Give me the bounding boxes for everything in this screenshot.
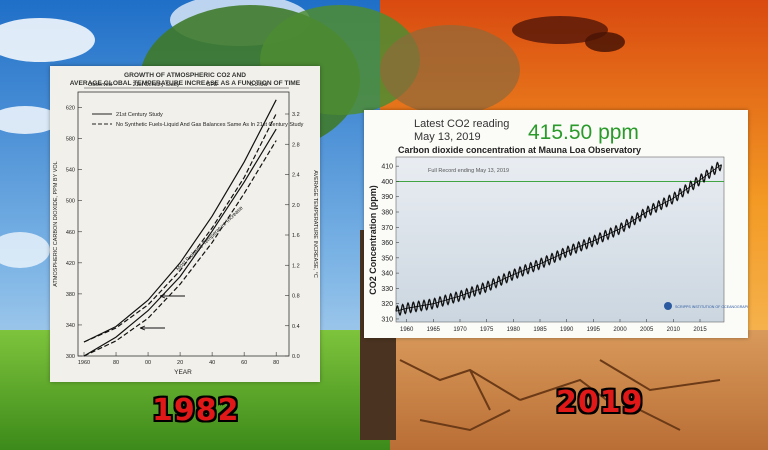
chart-1982-annotation: Most Probable Temperature Increase [175, 205, 244, 272]
chart-1982-y2-tick-label: 2.4 [292, 173, 300, 179]
chart-1982-y-tick-label: 340 [66, 323, 75, 329]
chart-2019-x-tick-label: 1980 [507, 327, 521, 333]
scripps-logo-text: SCRIPPS INSTITUTION OF OCEANOGRAPHY [675, 305, 748, 309]
chart-2019-x-tick-label: 1970 [453, 327, 467, 333]
chart-1982-y2-tick-label: 0.0 [292, 354, 300, 360]
chart-1982-period-label: 21st Century Study [133, 82, 180, 88]
chart-1982-y2-tick-label: 2.8 [292, 142, 300, 148]
chart-2019-y-tick-label: 380 [381, 210, 393, 217]
chart-2019-y-tick-label: 360 [381, 240, 393, 247]
chart-1982-x-tick-label: 00 [145, 360, 151, 366]
chart-1982-arrow [139, 325, 165, 331]
chart-1982-panel: GROWTH OF ATMOSPHERIC CO2 AND AVERAGE GLO… [50, 66, 320, 382]
chart-1982-y2-tick-label: 0.4 [292, 324, 300, 330]
chart-2019-x-tick-label: 1990 [560, 327, 574, 333]
chart-2019-series [395, 161, 722, 317]
chart-2019-x-tick-label: 1965 [427, 327, 441, 333]
chart-1982-title-line2: AVERAGE GLOBAL TEMPERATURE INCREASE AS A… [70, 80, 301, 87]
chart-2019-header: Latest CO2 reading [414, 118, 509, 130]
chart-1982-plot-frame [77, 91, 290, 357]
chart-1982-co2-line [83, 113, 277, 343]
chart-2019-title: Carbon dioxide concentration at Mauna Lo… [398, 145, 641, 155]
chart-1982-y-tick-label: 460 [66, 230, 75, 236]
chart-2019-x-tick-label: 1960 [400, 327, 414, 333]
chart-1982-y-ticks: 300 340 380 420 460 500 540 580 620 [66, 106, 82, 360]
chart-1982-x-ticks: 1960 80 00 20 40 60 80 [78, 352, 279, 366]
chart-2019-y-tick-label: 320 [381, 301, 393, 308]
chart-1982-legend: 21st Century Study No Synthetic Fuels-Li… [92, 112, 304, 128]
chart-1982-xlabel: YEAR [174, 369, 192, 376]
chart-1982-x-tick-label: 60 [241, 360, 247, 366]
chart-1982-x-tick-label: 80 [273, 360, 279, 366]
chart-1982-co2-line [83, 99, 277, 343]
chart-1982-y-tick-label: 420 [66, 261, 75, 267]
chart-2019-x-ticks: 1960 1965 1970 1975 1980 1985 1990 1995 2000 2005… [400, 319, 707, 333]
chart-1982: GROWTH OF ATMOSPHERIC CO2 AND AVERAGE GLO… [53, 72, 318, 376]
chart-2019-panel: Latest CO2 reading May 13, 2019 415.50 p… [364, 110, 753, 338]
chart-2019-x-tick-label: 1985 [533, 327, 547, 333]
chart-1982-y-tick-label: 500 [66, 199, 75, 205]
chart-2019: Latest CO2 reading May 13, 2019 415.50 p… [368, 118, 753, 333]
chart-1982-x-tick-label: 20 [177, 360, 183, 366]
chart-1982-y-tick-label: 620 [66, 106, 75, 112]
chart-2019-note: Full Record ending May 13, 2019 [428, 168, 509, 174]
chart-2019-co2-trend-line [395, 164, 722, 312]
chart-1982-x-tick-label: 1960 [78, 360, 90, 366]
chart-1982-y-tick-label: 580 [66, 137, 75, 143]
caption-year-2019: 2019 [556, 385, 644, 420]
chart-2019-y-tick-label: 390 [381, 194, 393, 201]
chart-1982-y-tick-label: 380 [66, 292, 75, 298]
chart-1982-legend-1: 21st Century Study [116, 112, 163, 118]
chart-2019-reading: 415.50 ppm [528, 121, 639, 144]
chart-1982-y-tick-label: 300 [66, 354, 75, 360]
chart-1982-y2-tick-label: 1.6 [292, 233, 300, 239]
chart-2019-x-tick-label: 2015 [693, 327, 707, 333]
chart-1982-legend-2: No Synthetic Fuels-Liquid And Gas Balanc… [116, 122, 304, 128]
chart-1982-x-tick-label: 40 [209, 360, 215, 366]
chart-2019-y-tick-label: 370 [381, 225, 393, 232]
chart-1982-title-line1: GROWTH OF ATMOSPHERIC CO2 AND [124, 72, 246, 79]
chart-1982-x-tick-label: 80 [113, 360, 119, 366]
chart-2019-y-tick-label: 410 [381, 164, 393, 171]
chart-2019-x-tick-label: 2010 [667, 327, 681, 333]
chart-2019-x-tick-label: 1975 [480, 327, 494, 333]
chart-2019-x-tick-label: 2005 [640, 327, 654, 333]
chart-2019-ylabel: CO2 Concentration (ppm) [368, 185, 378, 295]
chart-1982-y2label: AVERAGE TEMPERATURE INCREASE, °C [312, 170, 318, 278]
scripps-logo: SCRIPPS INSTITUTION OF OCEANOGRAPHY [664, 302, 753, 310]
chart-2019-y-ticks: 310 320 330 340 350 360 370 380 390 400 410 [381, 164, 399, 323]
chart-2019-y-tick-label: 400 [381, 179, 393, 186]
chart-1982-arrow [159, 293, 185, 299]
chart-1982-y2-tick-label: 3.2 [292, 112, 300, 118]
chart-1982-y-tick-label: 540 [66, 168, 75, 174]
chart-1982-periods: Observed 21st Century Study CFD 0.5%/a [84, 82, 289, 89]
chart-2019-y-tick-label: 310 [381, 316, 393, 323]
chart-1982-period-label: CFD [206, 82, 217, 88]
chart-2019-x-tick-label: 1995 [587, 327, 601, 333]
chart-1982-series [83, 99, 277, 357]
chart-2019-y-tick-label: 340 [381, 271, 393, 278]
chart-2019-date: May 13, 2019 [414, 131, 481, 143]
chart-1982-temperature-line [83, 128, 277, 357]
caption-year-1982: 1982 [152, 393, 240, 428]
chart-1982-title: GROWTH OF ATMOSPHERIC CO2 AND AVERAGE GLO… [70, 72, 301, 87]
chart-1982-temperature-line [83, 140, 277, 357]
chart-1982-y2-tick-label: 2.0 [292, 203, 300, 209]
chart-2019-y-tick-label: 330 [381, 286, 393, 293]
chart-1982-ylabel: ATMOSPHERIC CARBON DIOXIDE, PPM BY VOL [53, 161, 59, 286]
chart-1982-period-label: 0.5%/a [250, 82, 268, 88]
chart-1982-y2-tick-label: 0.8 [292, 294, 300, 300]
chart-2019-x-tick-label: 2000 [613, 327, 627, 333]
chart-2019-y-tick-label: 350 [381, 255, 393, 262]
chart-1982-period-label: Observed [88, 82, 112, 88]
chart-1982-y2-tick-label: 1.2 [292, 263, 300, 269]
chart-1982-y2-ticks: 0.0 0.4 0.8 1.2 1.6 2.0 2.4 2.8 3.2 [285, 112, 300, 360]
